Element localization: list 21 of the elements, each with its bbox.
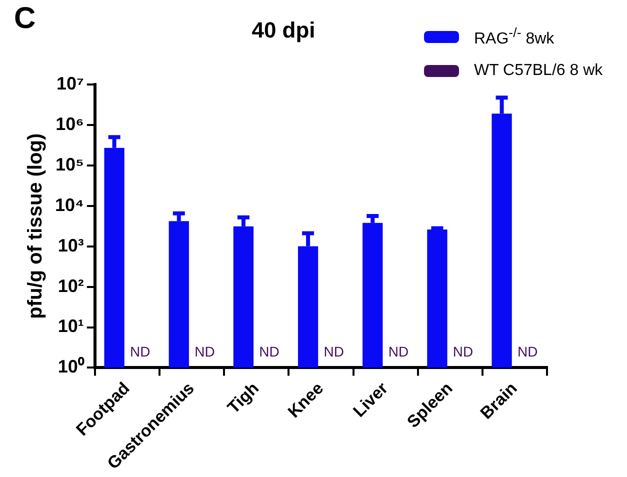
y-tick-label: 10¹ (58, 316, 84, 336)
y-tick-label: 10⁰ (58, 356, 85, 377)
text: ND (452, 344, 474, 360)
legend-label: WT C57BL/6 8 wk (474, 62, 603, 80)
text: ND (194, 344, 215, 360)
text: ND (259, 344, 280, 360)
text: ND (324, 344, 344, 360)
text: ND (388, 344, 409, 360)
text: ND (518, 344, 538, 360)
chart-title: 40 dpi (252, 17, 316, 42)
y-axis-title: pfu/g of tissue (log) (24, 133, 47, 319)
y-tick-label: 10² (58, 276, 84, 296)
y-tick-label: 10⁷ (56, 73, 84, 94)
text: C (14, 2, 36, 36)
legend-label: RAG$^{-/-}$ 8wk (474, 25, 554, 49)
y-tick-label: 10⁴ (54, 194, 84, 215)
x-tick-label: Tigh (224, 378, 263, 418)
text: ND (130, 344, 150, 360)
y-tick-label: 10⁵ (55, 154, 84, 174)
y-tick-label: 10³ (58, 235, 84, 256)
y-tick-label: 10⁶ (56, 114, 84, 134)
